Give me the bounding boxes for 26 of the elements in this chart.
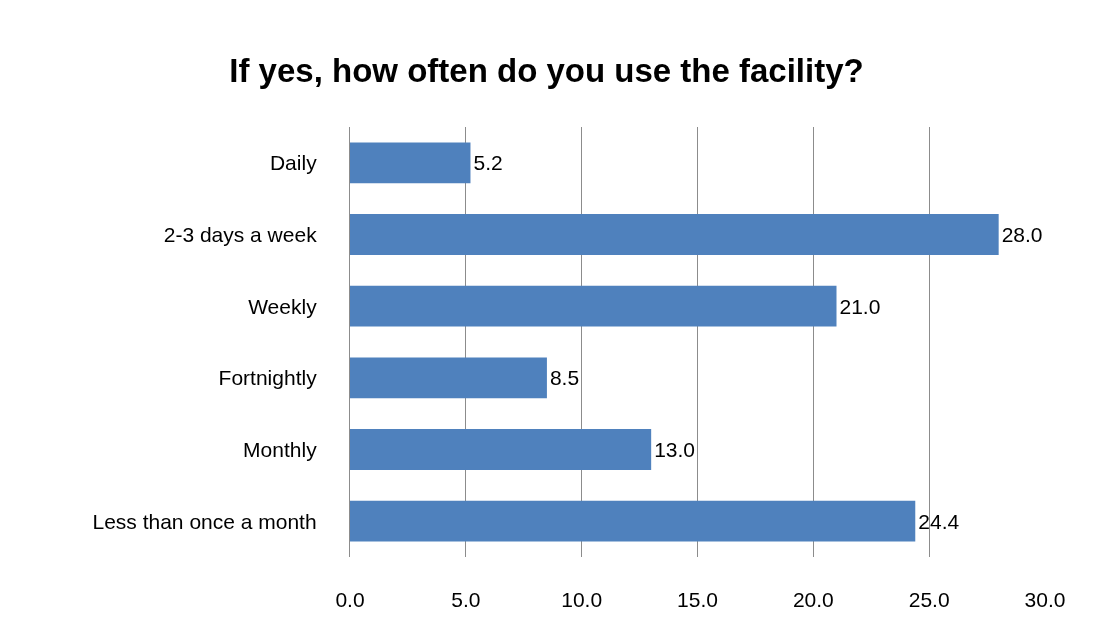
data-label: 8.5 [549,366,580,390]
bar [350,429,652,470]
y-tick-label: Less than once a month [92,509,317,533]
x-tick-label: 0.0 [335,588,365,611]
y-tick-label: Monthly [243,437,318,461]
x-tick-label: 15.0 [677,588,718,611]
x-tick-label: 10.0 [561,588,603,611]
y-tick-label: Daily [269,151,318,175]
x-tick-label: 5.0 [451,588,481,611]
bar [350,214,999,255]
x-tick-label: 20.0 [792,588,834,611]
bar [350,500,916,542]
data-label: 5.2 [473,151,503,175]
bar [350,285,837,327]
x-tick-label: 30.0 [1024,588,1066,611]
chart-title: If yes, how often do you use the facility? [229,51,864,89]
data-label: 21.0 [839,294,881,318]
data-label: 13.0 [654,438,696,462]
y-tick-label: Weekly [248,294,318,318]
data-label: 28.0 [1001,223,1043,247]
y-tick-label: 2-3 days a week [163,222,318,246]
bar [350,357,547,399]
bar [350,142,471,184]
y-tick-label: Fortnightly [218,366,318,390]
data-label: 24.4 [918,509,960,533]
x-tick-label: 25.0 [908,588,950,611]
